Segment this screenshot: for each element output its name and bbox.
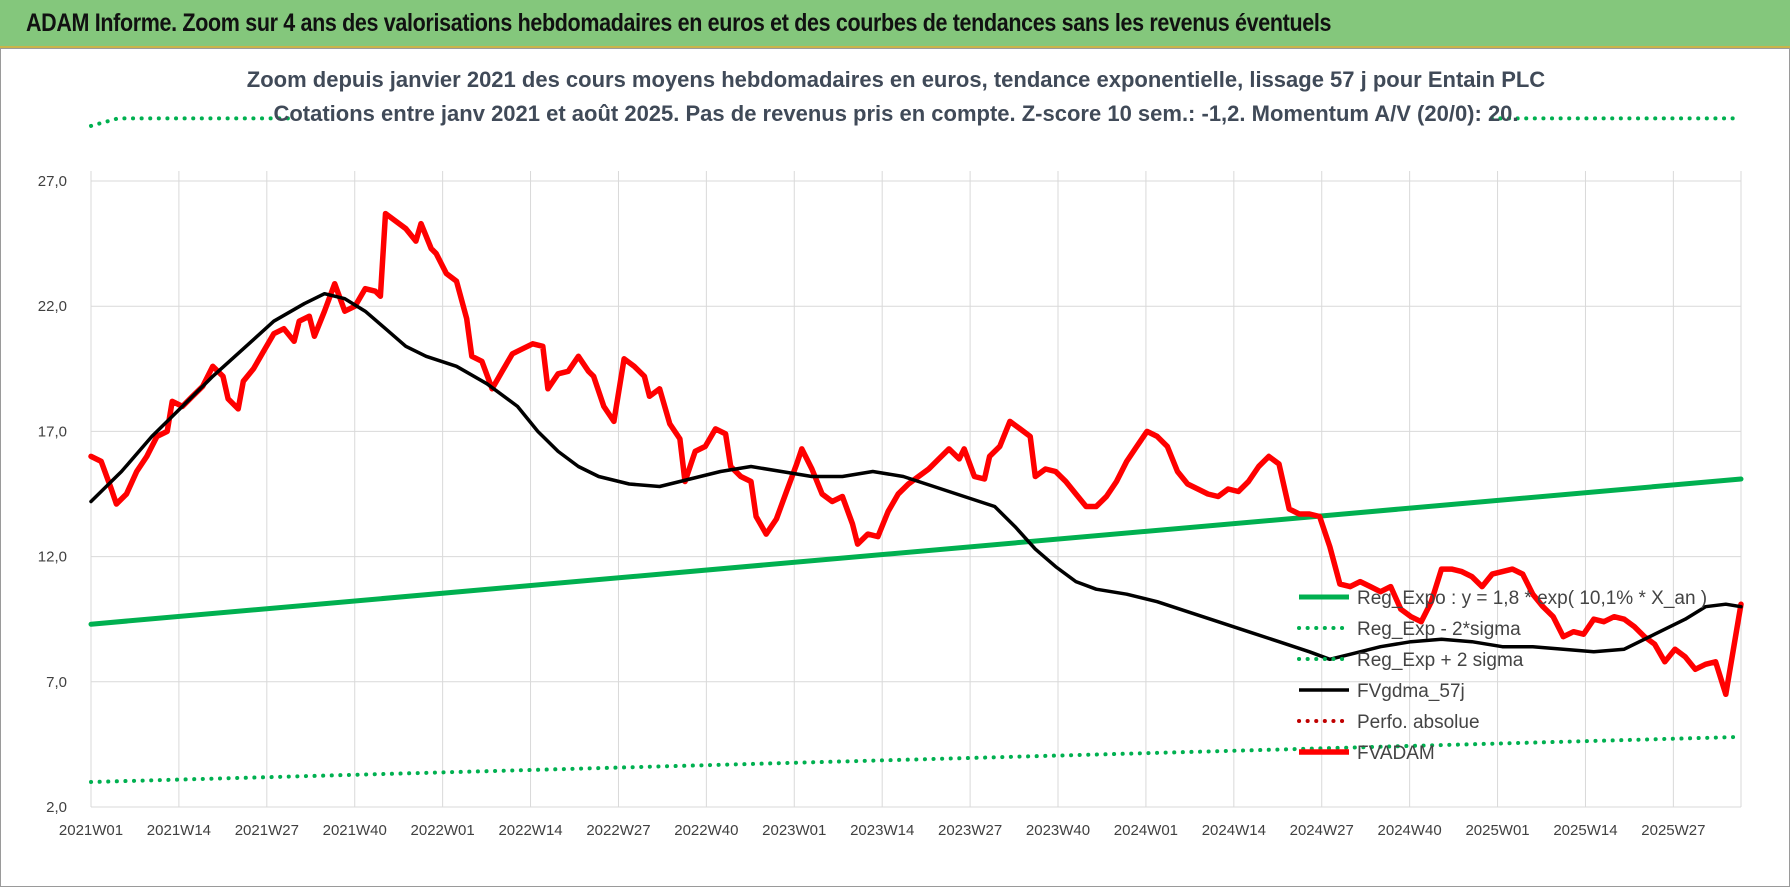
legend-label: Perfo. absolue bbox=[1357, 712, 1480, 733]
series-layer bbox=[88, 116, 1744, 784]
y-tick-label: 7,0 bbox=[46, 674, 67, 691]
x-tick-label: 2025W14 bbox=[1553, 822, 1617, 839]
line-chart: Zoom depuis janvier 2021 des cours moyen… bbox=[38, 59, 1744, 839]
chart-frame: Zoom depuis janvier 2021 des cours moyen… bbox=[0, 48, 1790, 887]
x-tick-label: 2024W27 bbox=[1290, 822, 1354, 839]
legend-label: Reg_Expo : y = 1,8 * exp( 10,1% * X_an ) bbox=[1357, 588, 1707, 609]
x-tick-label: 2023W14 bbox=[850, 822, 914, 839]
x-tick-label: 2024W14 bbox=[1202, 822, 1266, 839]
grid-layer bbox=[90, 171, 1742, 808]
x-tick-label: 2021W14 bbox=[147, 822, 211, 839]
x-tick-label: 2023W27 bbox=[938, 822, 1002, 839]
series-reg-exp-2-sigma bbox=[89, 734, 1743, 784]
x-tick-label: 2025W27 bbox=[1641, 822, 1705, 839]
series-reg-expo-y-1-8-exp-10-1-x-an bbox=[88, 476, 1744, 627]
x-tick-label: 2022W27 bbox=[586, 822, 650, 839]
x-tick-label: 2024W01 bbox=[1114, 822, 1178, 839]
y-tick-label: 22,0 bbox=[38, 298, 67, 315]
x-tick-label: 2021W40 bbox=[323, 822, 387, 839]
series-fvgdma-57j bbox=[89, 291, 1743, 662]
x-tick-label: 2025W01 bbox=[1465, 822, 1529, 839]
y-tick-label: 12,0 bbox=[38, 549, 67, 566]
chart-title: Zoom depuis janvier 2021 des cours moyen… bbox=[247, 67, 1546, 92]
legend-label: FVADAM bbox=[1357, 743, 1435, 764]
x-tick-label: 2024W40 bbox=[1378, 822, 1442, 839]
chart-title-background bbox=[291, 59, 1491, 137]
x-tick-label: 2023W01 bbox=[762, 822, 826, 839]
legend-label: Reg_Exp + 2 sigma bbox=[1357, 650, 1524, 671]
x-tick-label: 2021W01 bbox=[59, 822, 123, 839]
x-tick-label: 2022W14 bbox=[498, 822, 562, 839]
y-tick-label: 2,0 bbox=[46, 799, 67, 816]
x-tick-label: 2023W40 bbox=[1026, 822, 1090, 839]
y-tick-label: 27,0 bbox=[38, 173, 67, 190]
chart-subtitle: Cotations entre janv 2021 et août 2025. … bbox=[273, 101, 1518, 126]
y-tick-label: 17,0 bbox=[38, 423, 67, 440]
x-tick-label: 2021W27 bbox=[235, 822, 299, 839]
legend: Reg_Expo : y = 1,8 * exp( 10,1% * X_an )… bbox=[1297, 588, 1707, 764]
x-tick-label: 2022W01 bbox=[411, 822, 475, 839]
series-fvadam bbox=[88, 210, 1744, 698]
legend-label: FVgdma_57j bbox=[1357, 681, 1465, 702]
report-banner: ADAM Informe. Zoom sur 4 ans des valoris… bbox=[0, 0, 1790, 48]
x-tick-label: 2022W40 bbox=[674, 822, 738, 839]
report-title: ADAM Informe. Zoom sur 4 ans des valoris… bbox=[26, 9, 1332, 37]
legend-label: Reg_Exp - 2*sigma bbox=[1357, 619, 1521, 640]
axis-layer: 27,0 22,0 17,0 12,0 7,0 2,0 2021W01 2021W14 2021… bbox=[38, 173, 1706, 839]
